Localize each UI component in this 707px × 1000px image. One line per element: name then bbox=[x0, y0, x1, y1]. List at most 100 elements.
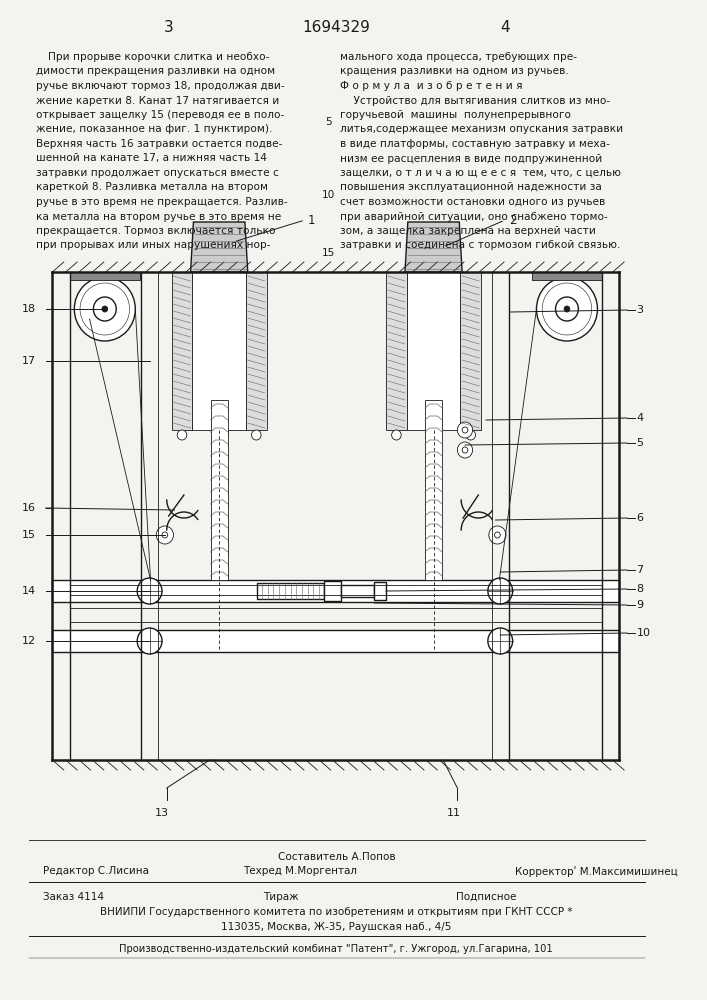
Bar bbox=[69, 272, 140, 280]
Circle shape bbox=[489, 526, 506, 544]
Text: 13: 13 bbox=[155, 808, 169, 818]
Text: защелки, о т л и ч а ю щ е е с я  тем, что, с целью: защелки, о т л и ч а ю щ е е с я тем, чт… bbox=[340, 168, 621, 178]
Bar bbox=[532, 272, 602, 280]
Bar bbox=[246, 272, 267, 430]
Bar bbox=[386, 272, 407, 430]
Text: затравки и соединена с тормозом гибкой связью.: затравки и соединена с тормозом гибкой с… bbox=[340, 240, 621, 250]
Circle shape bbox=[392, 430, 401, 440]
Text: 11: 11 bbox=[447, 808, 460, 818]
Bar bbox=[324, 581, 341, 601]
Circle shape bbox=[156, 526, 173, 544]
Circle shape bbox=[457, 422, 472, 438]
Text: Заказ 4114: Заказ 4114 bbox=[43, 892, 104, 902]
Text: 1: 1 bbox=[308, 214, 315, 227]
Text: 15: 15 bbox=[22, 530, 36, 540]
Text: повышения эксплуатационной надежности за: повышения эксплуатационной надежности за bbox=[340, 182, 602, 192]
Text: шенной на канате 17, а нижняя часть 14: шенной на канате 17, а нижняя часть 14 bbox=[36, 153, 267, 163]
Text: 5: 5 bbox=[325, 117, 332, 127]
Text: 8: 8 bbox=[636, 584, 643, 594]
Text: мального хода процесса, требующих пре-: мального хода процесса, требующих пре- bbox=[340, 52, 577, 62]
Text: 1694329: 1694329 bbox=[303, 20, 370, 35]
Bar bbox=[407, 272, 460, 430]
Text: открывает защелку 15 (переводя ее в поло-: открывает защелку 15 (переводя ее в поло… bbox=[36, 110, 284, 120]
Text: 14: 14 bbox=[22, 586, 36, 596]
Polygon shape bbox=[191, 222, 247, 272]
Text: 9: 9 bbox=[636, 600, 643, 610]
Bar bbox=[192, 272, 246, 430]
Bar bbox=[375, 582, 386, 600]
Text: 6: 6 bbox=[636, 513, 643, 523]
Text: ручье в это время не прекращается. Разлив-: ручье в это время не прекращается. Разли… bbox=[36, 197, 288, 207]
Text: При прорыве корочки слитка и необхо-: При прорыве корочки слитка и необхо- bbox=[47, 52, 269, 62]
Text: литья,содержащее механизм опускания затравки: литья,содержащее механизм опускания затр… bbox=[340, 124, 624, 134]
Text: 7: 7 bbox=[636, 565, 643, 575]
Bar bbox=[172, 272, 192, 430]
Text: 17: 17 bbox=[22, 356, 36, 366]
Circle shape bbox=[74, 277, 135, 341]
Text: ВНИИПИ Государственного комитета по изобретениям и открытиям при ГКНТ СССР *: ВНИИПИ Государственного комитета по изоб… bbox=[100, 907, 573, 917]
Text: димости прекращения разливки на одном: димости прекращения разливки на одном bbox=[36, 66, 275, 77]
Circle shape bbox=[162, 532, 168, 538]
Text: 113035, Москва, Ж-35, Раушская наб., 4/5: 113035, Москва, Ж-35, Раушская наб., 4/5 bbox=[221, 922, 452, 932]
Text: 4: 4 bbox=[501, 20, 510, 35]
Text: Техред М.Моргентал: Техред М.Моргентал bbox=[243, 866, 357, 876]
Circle shape bbox=[537, 277, 597, 341]
Bar bbox=[52, 630, 619, 652]
Text: Устройство для вытягивания слитков из мно-: Устройство для вытягивания слитков из мн… bbox=[340, 96, 610, 105]
Text: 16: 16 bbox=[22, 503, 36, 513]
Circle shape bbox=[556, 297, 578, 321]
Bar bbox=[425, 400, 442, 580]
Text: кращения разливки на одном из ручьев.: кращения разливки на одном из ручьев. bbox=[340, 66, 569, 77]
Circle shape bbox=[494, 532, 501, 538]
Text: 18: 18 bbox=[22, 304, 36, 314]
Circle shape bbox=[457, 442, 472, 458]
Bar bbox=[211, 400, 228, 580]
Text: Тираж: Тираж bbox=[263, 892, 299, 902]
Text: затравки продолжает опускаться вместе с: затравки продолжает опускаться вместе с bbox=[36, 168, 279, 178]
Text: жение, показанное на фиг. 1 пунктиром).: жение, показанное на фиг. 1 пунктиром). bbox=[36, 124, 273, 134]
Text: 10: 10 bbox=[322, 190, 335, 200]
Text: Редактор С.Лисина: Редактор С.Лисина bbox=[43, 866, 149, 876]
Text: 3: 3 bbox=[636, 305, 643, 315]
Text: в виде платформы, составную затравку и меха-: в виде платформы, составную затравку и м… bbox=[340, 139, 610, 149]
Text: 5: 5 bbox=[636, 438, 643, 448]
Text: Производственно-издательский комбинат "Патент", г. Ужгород, ул.Гагарина, 101: Производственно-издательский комбинат "П… bbox=[119, 944, 554, 954]
Text: 15: 15 bbox=[322, 248, 335, 258]
Circle shape bbox=[177, 430, 187, 440]
Text: жение каретки 8. Канат 17 натягивается и: жение каретки 8. Канат 17 натягивается и bbox=[36, 96, 279, 105]
Text: 3: 3 bbox=[164, 20, 173, 35]
Text: Верхняя часть 16 затравки остается подве-: Верхняя часть 16 затравки остается подве… bbox=[36, 139, 283, 149]
Text: 4: 4 bbox=[636, 413, 643, 423]
Text: 2: 2 bbox=[509, 214, 516, 227]
Circle shape bbox=[462, 447, 468, 453]
Text: ручье включают тормоз 18, продолжая дви-: ручье включают тормоз 18, продолжая дви- bbox=[36, 81, 285, 91]
Circle shape bbox=[102, 306, 107, 312]
Bar bbox=[341, 585, 375, 597]
Text: ка металла на втором ручье в это время не: ка металла на втором ручье в это время н… bbox=[36, 212, 281, 222]
Bar bbox=[257, 583, 324, 599]
Polygon shape bbox=[405, 222, 462, 272]
Circle shape bbox=[252, 430, 261, 440]
Text: 10: 10 bbox=[636, 628, 650, 638]
Text: Ф о р м у л а  и з о б р е т е н и я: Ф о р м у л а и з о б р е т е н и я bbox=[340, 81, 522, 91]
Circle shape bbox=[488, 578, 513, 604]
Text: при прорывах или иных нарушениях нор-: при прорывах или иных нарушениях нор- bbox=[36, 240, 271, 250]
Circle shape bbox=[466, 430, 476, 440]
Bar bbox=[460, 272, 481, 430]
Text: при аварийной ситуации, оно снабжено тормо-: при аварийной ситуации, оно снабжено тор… bbox=[340, 212, 608, 222]
Text: горучьевой  машины  полунепрерывного: горучьевой машины полунепрерывного bbox=[340, 110, 571, 120]
Text: зом, а защелка закреплена на верхней части: зом, а защелка закреплена на верхней час… bbox=[340, 226, 596, 236]
Circle shape bbox=[488, 628, 513, 654]
Text: Составитель А.Попов: Составитель А.Попов bbox=[278, 852, 395, 862]
Text: низм ее расцепления в виде подпружиненной: низм ее расцепления в виде подпружиненно… bbox=[340, 153, 602, 163]
Bar bbox=[52, 580, 619, 602]
Text: 12: 12 bbox=[22, 636, 36, 646]
Text: Корректорʹ М.Максимишинец: Корректорʹ М.Максимишинец bbox=[515, 866, 677, 877]
Text: кареткой 8. Разливка металла на втором: кареткой 8. Разливка металла на втором bbox=[36, 182, 268, 192]
Circle shape bbox=[462, 427, 468, 433]
Circle shape bbox=[137, 578, 162, 604]
Circle shape bbox=[137, 628, 162, 654]
Text: прекращается. Тормоз включается только: прекращается. Тормоз включается только bbox=[36, 226, 276, 236]
Circle shape bbox=[564, 306, 570, 312]
Text: Подписное: Подписное bbox=[456, 892, 516, 902]
